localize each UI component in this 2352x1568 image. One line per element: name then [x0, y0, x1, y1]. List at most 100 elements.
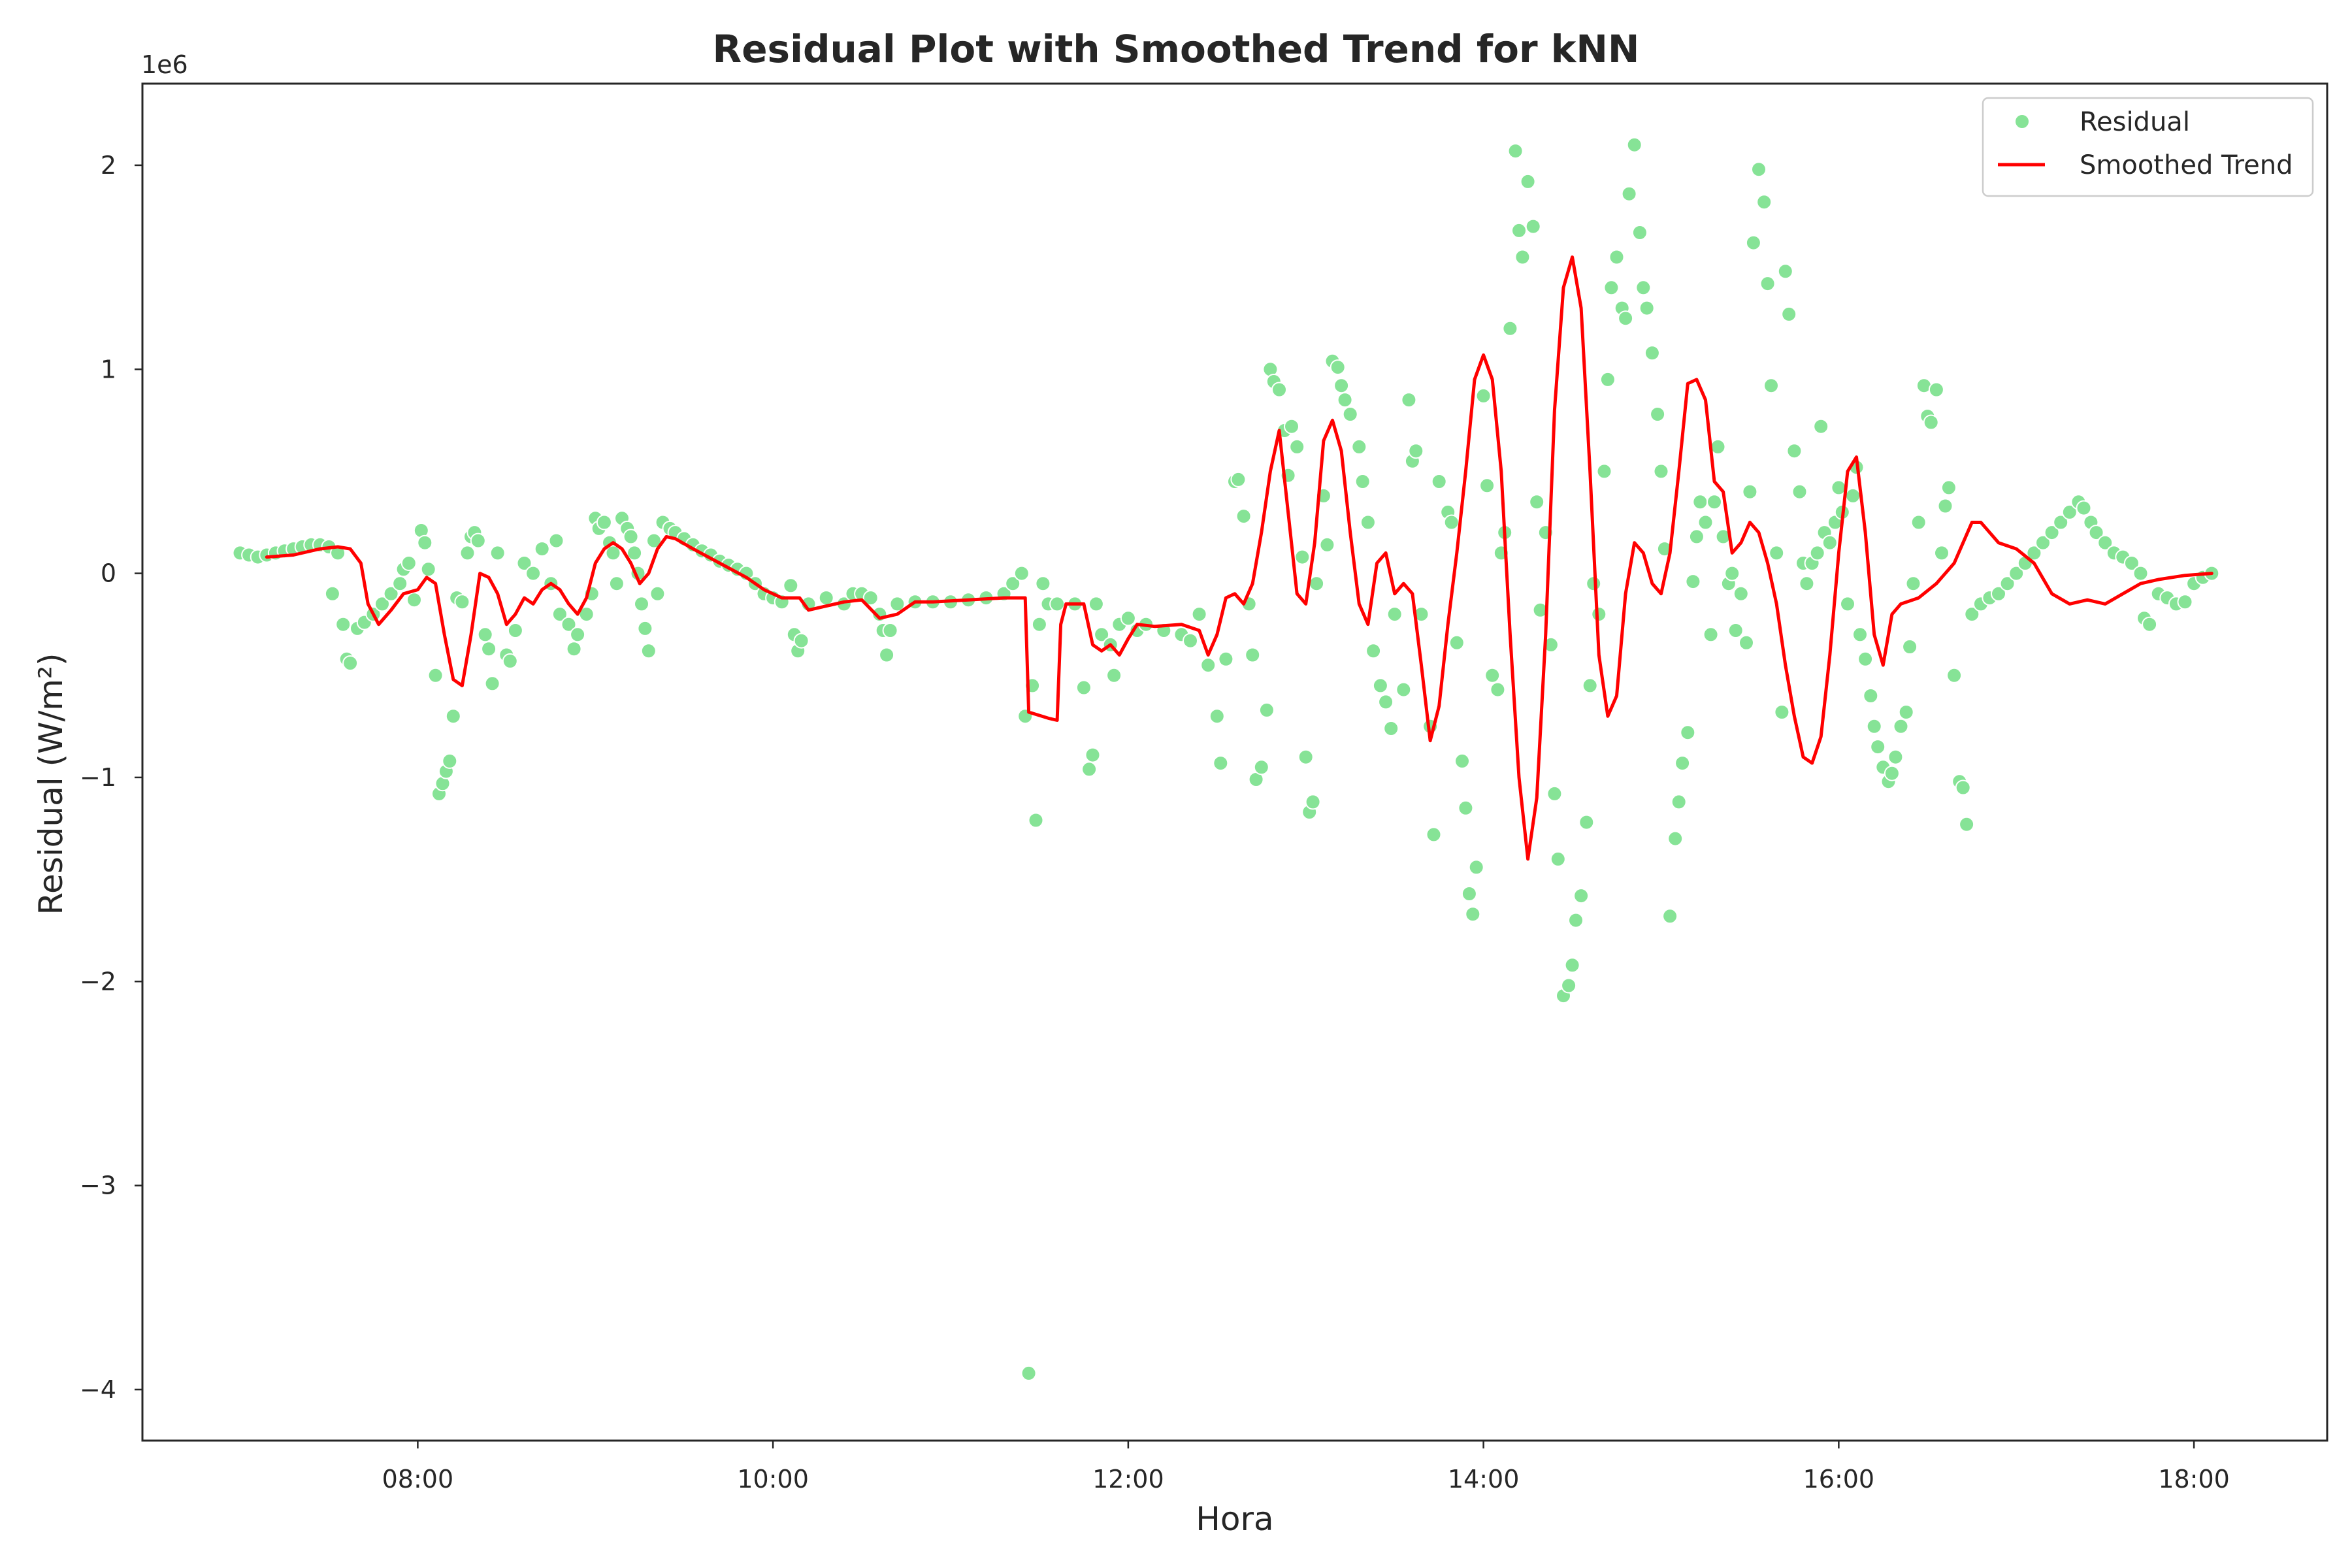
- x-tick-label: 10:00: [737, 1465, 809, 1494]
- residual-point: [1183, 632, 1198, 649]
- residual-point: [1386, 606, 1403, 623]
- residual-point: [640, 643, 657, 659]
- residual-point: [1727, 623, 1744, 638]
- residual-point: [374, 596, 390, 612]
- residual-point: [1013, 565, 1030, 581]
- residual-point: [1845, 487, 1861, 504]
- residual-point: [1085, 747, 1101, 763]
- residual-point: [1035, 576, 1051, 592]
- residual-point: [1674, 755, 1691, 772]
- residual-point: [1378, 694, 1394, 710]
- residual-point: [1631, 225, 1648, 240]
- smoothed-trend: [265, 255, 2213, 861]
- residual-point: [1733, 585, 1749, 602]
- residual-point: [1245, 647, 1261, 663]
- residual-point: [484, 676, 500, 692]
- residual-point: [477, 627, 493, 643]
- residual-point: [1759, 276, 1776, 292]
- chart-title: Residual Plot with Smoothed Trend for kN…: [713, 27, 1640, 71]
- residual-point: [1786, 443, 1803, 459]
- residual-point: [1955, 779, 1971, 796]
- residual-point: [2044, 525, 2060, 541]
- residual-point: [637, 620, 653, 636]
- residual-point: [1603, 280, 1620, 296]
- residual-point: [427, 667, 444, 683]
- residual-point: [566, 641, 582, 657]
- residual-point: [1253, 759, 1269, 776]
- residual-point: [1408, 443, 1424, 459]
- residual-point: [1692, 494, 1708, 510]
- residual-point: [1769, 545, 1785, 561]
- residual-point: [324, 585, 340, 602]
- y-axis-label: Residual (W/m²): [32, 653, 70, 915]
- y-tick-label: 2: [101, 151, 116, 180]
- residual-point: [1821, 534, 1838, 551]
- residual-point: [454, 594, 470, 610]
- residual-point: [2177, 594, 2193, 610]
- residual-point: [1763, 378, 1779, 394]
- x-tick-label: 08:00: [382, 1465, 454, 1494]
- residual-point: [2132, 565, 2149, 581]
- residual-point: [1468, 859, 1484, 875]
- residual-point: [1309, 576, 1325, 592]
- x-tick-label: 14:00: [1448, 1465, 1520, 1494]
- residual-point: [1298, 749, 1314, 765]
- y-axis-ticks: −4 −3 −2 −1 0 1 2: [80, 151, 142, 1404]
- residual-point: [459, 545, 476, 561]
- residual-point: [1777, 263, 1793, 280]
- residual-point: [1621, 186, 1637, 202]
- residual-point: [1964, 606, 1980, 623]
- residual-point: [1354, 474, 1371, 489]
- residual-point: [1458, 800, 1474, 816]
- residual-point: [1106, 667, 1122, 683]
- residual-point: [1511, 222, 1527, 238]
- residual-point: [1870, 739, 1886, 755]
- residual-point: [1514, 249, 1531, 265]
- residual-point: [1475, 387, 1492, 404]
- residual-point: [1905, 576, 1921, 592]
- residual-point: [417, 534, 433, 551]
- residual-point: [470, 532, 486, 549]
- residual-point: [627, 545, 643, 561]
- residual-point: [596, 514, 612, 531]
- residual-point: [1561, 977, 1577, 994]
- legend: Residual Smoothed Trend: [1982, 97, 2314, 197]
- x-axis-ticks: 08:00 10:00 12:00 14:00 16:00 18:00: [382, 1441, 2230, 1494]
- residual-point: [634, 596, 649, 612]
- residual-point: [1479, 478, 1495, 494]
- residual-point: [1813, 418, 1829, 434]
- residual-point: [1688, 529, 1705, 545]
- residual-point: [383, 585, 399, 602]
- residual-point: [1191, 606, 1207, 623]
- residual-point: [2026, 545, 2042, 561]
- residual-point: [623, 529, 639, 545]
- legend-box: [1982, 97, 2314, 197]
- residual-point: [1401, 392, 1417, 408]
- residual-point: [2142, 616, 2158, 632]
- residual-point: [1372, 678, 1388, 694]
- residual-point: [2123, 555, 2140, 571]
- residual-point: [793, 632, 809, 649]
- residual-point: [1230, 471, 1247, 487]
- residual-point: [1502, 320, 1518, 336]
- residual-point: [882, 623, 898, 638]
- residual-point: [548, 532, 564, 549]
- residual-point: [1431, 474, 1447, 489]
- residual-point: [400, 555, 417, 571]
- residual-point: [1685, 574, 1701, 590]
- residual-point: [1337, 392, 1353, 408]
- residual-point: [1653, 463, 1669, 480]
- y-tick-label: 0: [101, 559, 116, 588]
- residual-point: [1330, 359, 1346, 376]
- trend-line: [265, 255, 2213, 861]
- y-tick-label: −3: [80, 1171, 116, 1200]
- residual-point: [1564, 957, 1580, 973]
- residual-point: [1294, 549, 1311, 565]
- residual-point: [1021, 1365, 1037, 1381]
- residual-point: [1213, 755, 1229, 772]
- residual-point: [534, 541, 550, 557]
- residual-point: [1360, 514, 1376, 531]
- residual-point: [335, 616, 351, 632]
- residual-point: [1928, 382, 1944, 398]
- residual-point: [1200, 657, 1217, 674]
